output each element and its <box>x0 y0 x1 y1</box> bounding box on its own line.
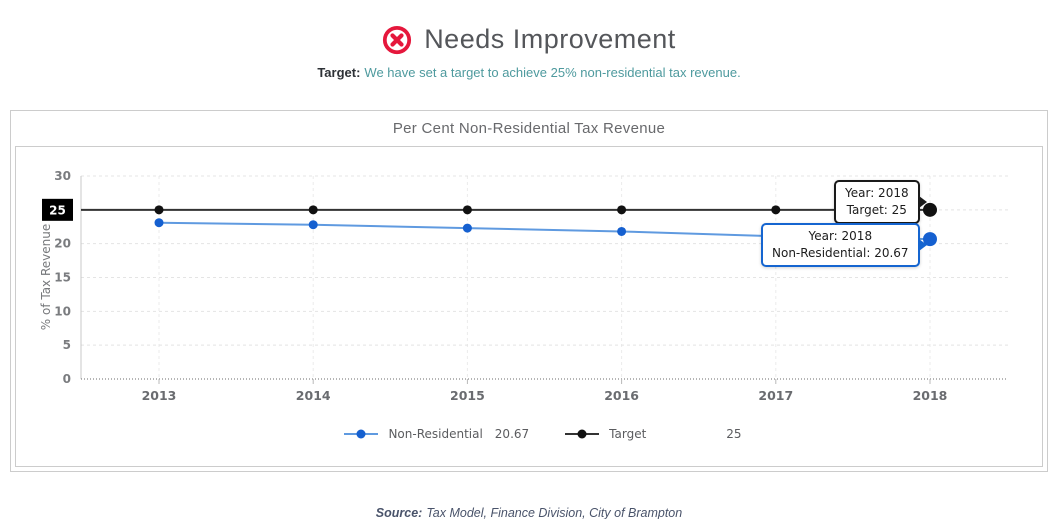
tooltip-target: Year: 2018 Target: 25 <box>834 179 927 224</box>
source-note: Source: Tax Model, Finance Division, City… <box>0 506 1058 519</box>
tooltip-line-value: Target: 25 <box>846 202 907 217</box>
y-tick-label: 5 <box>63 338 71 352</box>
tooltip-line-year: Year: 2018 <box>845 185 909 200</box>
tooltip-line-year: Year: 2018 <box>808 229 873 244</box>
legend-item-non-residential[interactable]: Non-Residential <box>344 427 483 441</box>
y-tick-label: 20 <box>54 237 71 251</box>
tooltip-line-value: Non-Residential: 20.67 <box>772 246 909 261</box>
x-tick-label: 2014 <box>296 388 331 403</box>
y-tick-label: 10 <box>54 304 71 318</box>
target-subtitle: Target: We have set a target to achieve 2… <box>0 65 1058 80</box>
data-point[interactable] <box>308 205 318 215</box>
data-point[interactable] <box>617 205 627 215</box>
y-tick-label-highlight: 25 <box>49 203 66 217</box>
circle-x-icon <box>383 25 412 54</box>
chart-area: 0 5 10 15 20 25 30 2013 2014 2015 2016 2017 2018 % o… <box>16 147 1042 405</box>
x-tick-label: 2015 <box>450 388 485 403</box>
y-tick-label: 30 <box>54 169 71 183</box>
data-point[interactable] <box>154 205 164 215</box>
x-tick-label: 2016 <box>604 388 639 403</box>
subtitle-text: We have set a target to achieve 25% non-… <box>364 65 741 80</box>
legend-item-target[interactable]: Target <box>565 427 646 441</box>
x-tick-label: 2017 <box>758 388 793 403</box>
data-point[interactable] <box>154 218 164 228</box>
legend-label: Non-Residential <box>388 427 483 441</box>
legend-swatch-target <box>565 429 600 440</box>
data-point[interactable] <box>462 205 472 215</box>
chart-card: Per Cent Non-Residential Tax Revenue 0 5 1… <box>10 110 1048 472</box>
chart-title: Per Cent Non-Residential Tax Revenue <box>392 120 666 137</box>
data-point[interactable] <box>308 220 318 230</box>
legend-value-non-residential: 20.67 <box>494 427 530 441</box>
status-header: Needs Improvement <box>0 0 1058 55</box>
y-axis-label: % of Tax Revenue <box>39 223 53 331</box>
legend-value-target: 25 <box>726 427 742 441</box>
card-header: Per Cent Non-Residential Tax Revenue <box>11 111 1047 146</box>
source-text: Tax Model, Finance Division, City of Bra… <box>426 506 683 519</box>
chart-legend: Non-Residential 20.67 Target 25 <box>30 427 1056 441</box>
legend-label: Target <box>609 427 647 441</box>
data-point[interactable] <box>617 226 627 236</box>
y-tick-label: 15 <box>54 271 71 285</box>
y-tick-label: 0 <box>63 372 71 386</box>
tooltip-non-residential: Year: 2018 Non-Residential: 20.67 <box>761 223 927 268</box>
subtitle-prefix: Target: <box>317 65 361 80</box>
status-title: Needs Improvement <box>424 24 676 54</box>
x-tick-label: 2018 <box>913 388 948 403</box>
data-point[interactable] <box>771 205 781 215</box>
data-point[interactable] <box>462 223 472 233</box>
tooltip-arrow <box>918 239 927 252</box>
legend-swatch-non-residential <box>344 429 379 440</box>
x-tick-label: 2013 <box>142 388 177 403</box>
tooltip-arrow <box>918 195 927 208</box>
chart-panel: 0 5 10 15 20 25 30 2013 2014 2015 2016 2017 2018 % o… <box>15 146 1043 467</box>
target-tick-badge <box>42 198 73 221</box>
source-prefix: Source: <box>375 506 423 519</box>
